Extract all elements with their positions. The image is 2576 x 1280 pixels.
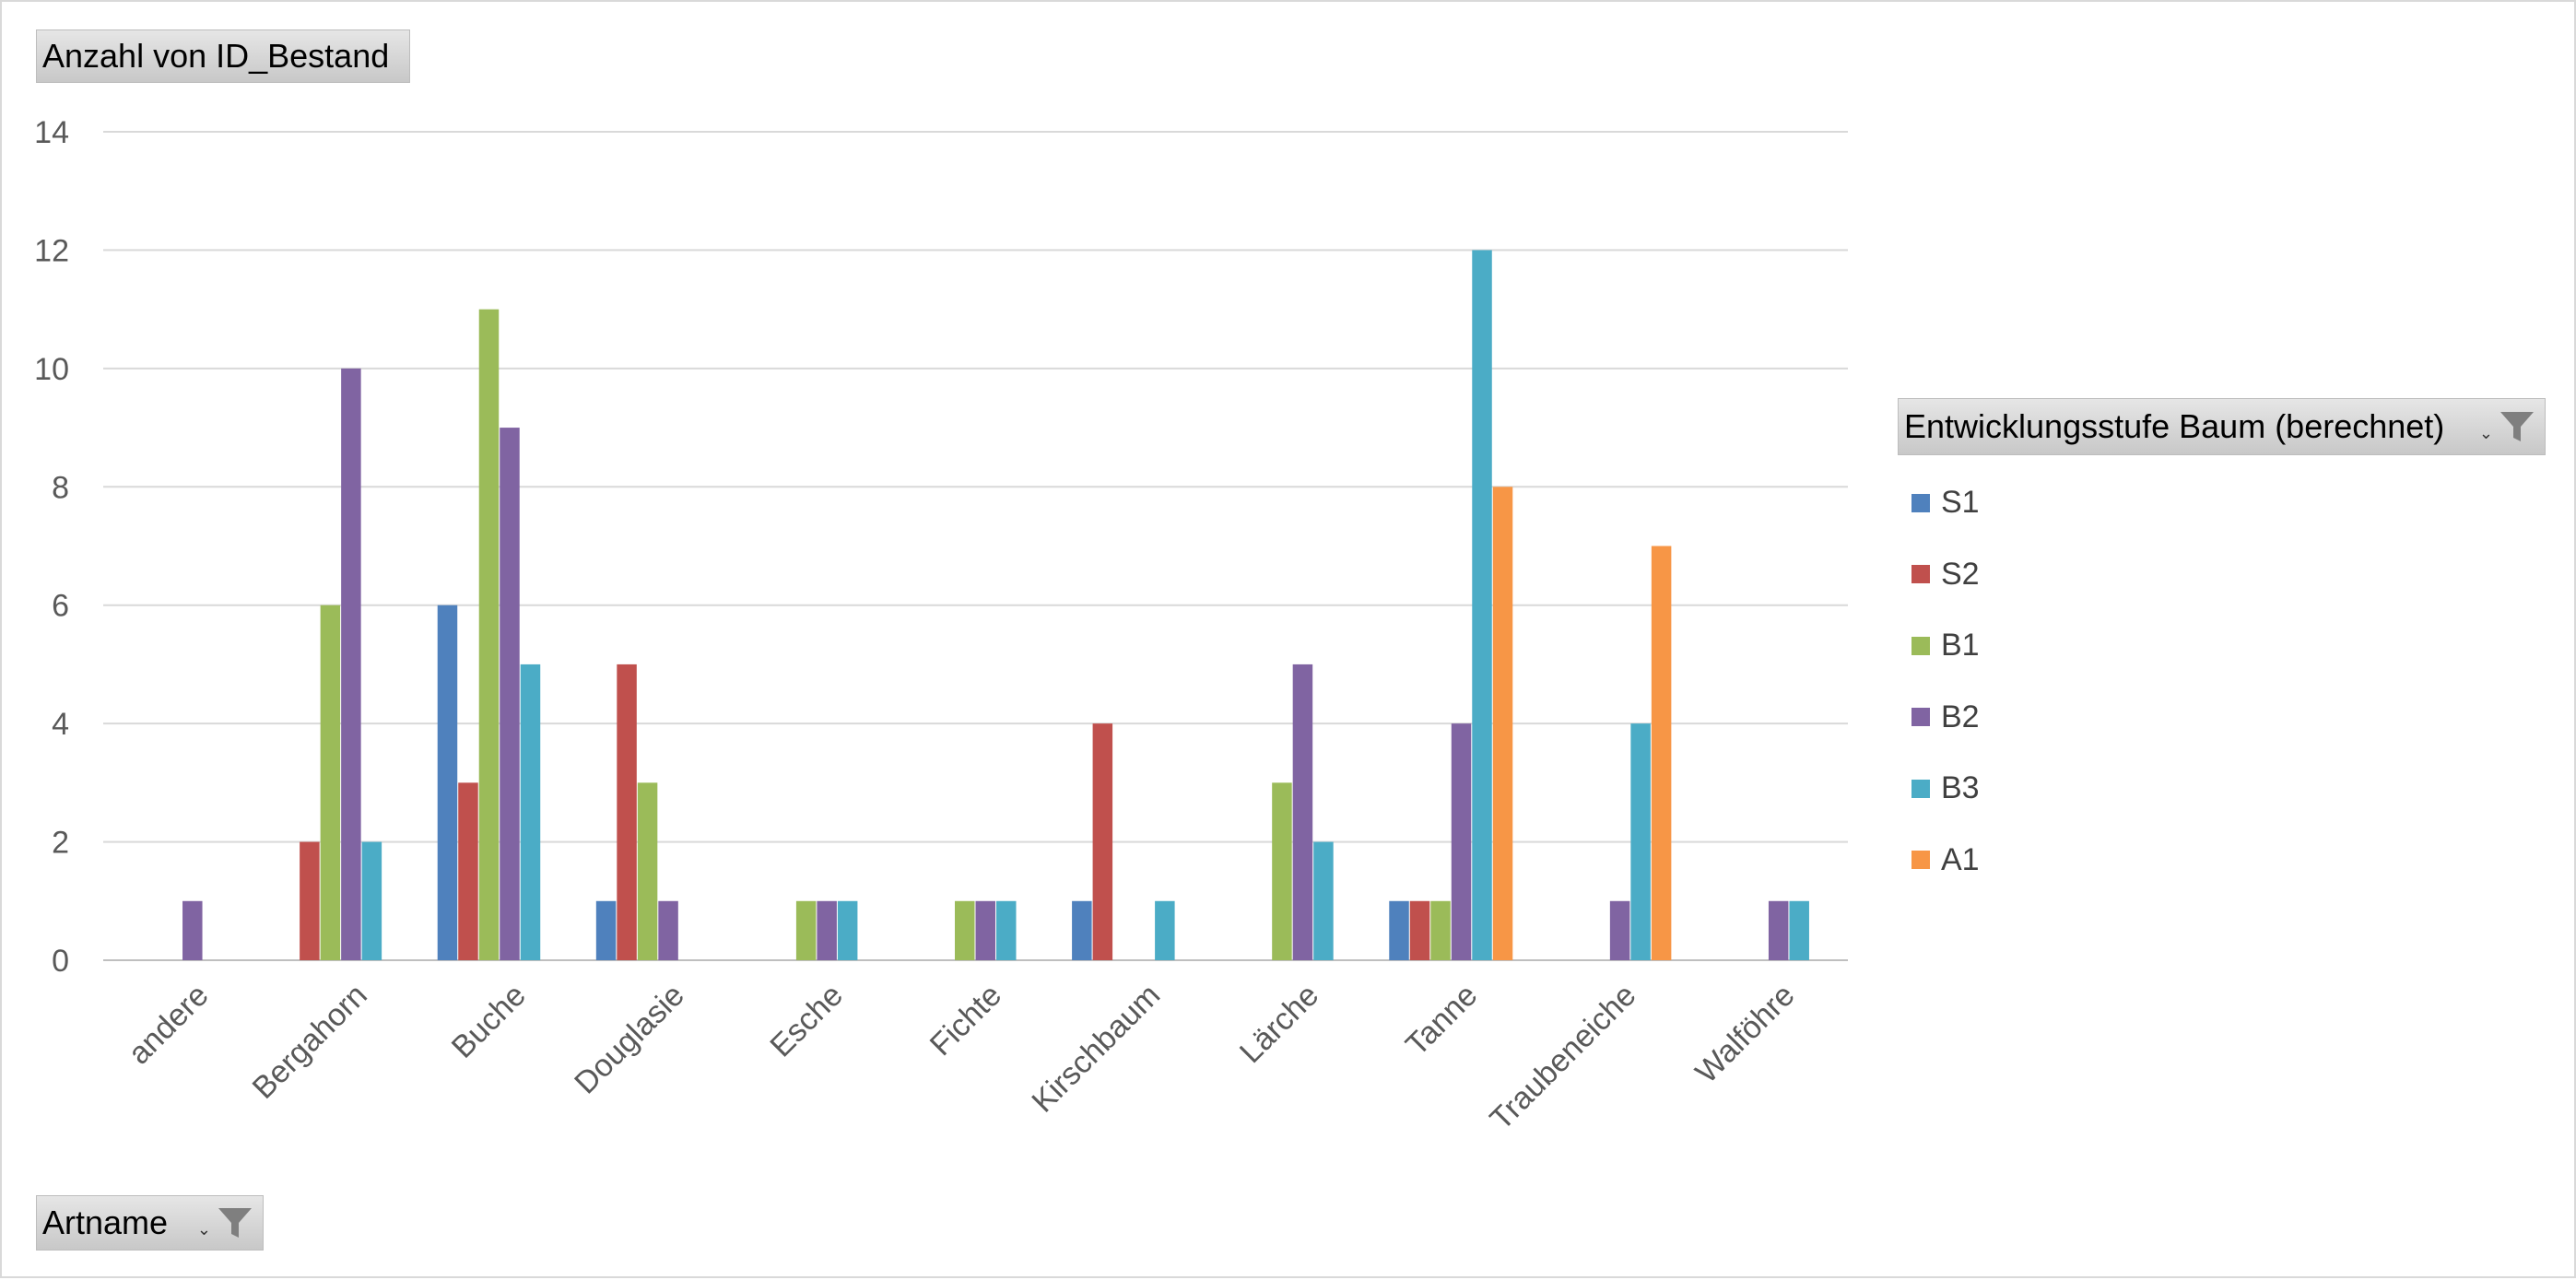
y-tick-label: 0 xyxy=(52,944,69,979)
bar-b1-lärche xyxy=(1272,782,1292,960)
bar-b1-fichte xyxy=(955,900,975,960)
x-tick-label: Fichte xyxy=(923,978,1008,1063)
bar-b2-walföhre xyxy=(1768,900,1789,960)
bar-b2-andere xyxy=(182,900,203,960)
legend-entry-s1: S1 xyxy=(1911,467,1980,539)
bar-s1-douglasie xyxy=(595,900,617,960)
gridlines xyxy=(103,131,1848,961)
bar-b1-tanne xyxy=(1430,900,1451,960)
chart-legend: S1 S2 B1 B2 B3 A1 xyxy=(1911,467,1980,896)
bar-s2-bergahorn xyxy=(300,841,320,960)
bar-s2-douglasie xyxy=(617,663,637,960)
axis-field-button[interactable]: Artname ⌄ xyxy=(36,1195,264,1251)
legend-label: B1 xyxy=(1941,628,1980,663)
values-field-label: Anzahl von ID_Bestand xyxy=(42,37,390,75)
x-tick-label: Kirschbaum xyxy=(1025,978,1167,1120)
y-tick-label: 14 xyxy=(34,115,69,150)
legend-swatch xyxy=(1911,636,1930,655)
y-tick-label: 10 xyxy=(34,352,69,387)
x-tick-label: Douglasie xyxy=(568,978,691,1101)
bar-b2-tanne xyxy=(1451,723,1472,960)
legend-label: S2 xyxy=(1941,556,1980,592)
bar-b2-lärche xyxy=(1292,663,1313,960)
bar-b1-esche xyxy=(795,900,817,960)
bar-b3-fichte xyxy=(996,900,1017,960)
legend-field-label: Entwicklungsstufe Baum (berechnet) xyxy=(1904,407,2445,445)
legend-label: B3 xyxy=(1941,770,1980,806)
filter-funnel-icon[interactable] xyxy=(2497,406,2537,447)
legend-label: S1 xyxy=(1941,485,1980,521)
legend-entry-a1: A1 xyxy=(1911,825,1980,897)
bar-a1-traubeneiche xyxy=(1651,546,1672,960)
x-tick-label: Traubeneiche xyxy=(1484,978,1643,1137)
bar-a1-tanne xyxy=(1492,487,1513,960)
bar-b2-esche xyxy=(817,900,837,960)
x-tick-label: Buche xyxy=(445,978,533,1065)
legend-swatch xyxy=(1911,565,1930,584)
y-tick-label: 2 xyxy=(52,826,69,861)
dropdown-arrow-icon[interactable]: ⌄ xyxy=(2478,423,2493,442)
legend-entry-b3: B3 xyxy=(1911,753,1980,825)
bar-b1-buche xyxy=(478,309,500,961)
bar-b2-bergahorn xyxy=(341,368,361,960)
y-tick-label: 6 xyxy=(52,589,69,624)
filter-funnel-icon[interactable] xyxy=(215,1203,255,1243)
bar-s1-buche xyxy=(437,605,458,960)
x-tick-label: Esche xyxy=(763,978,850,1064)
legend-swatch xyxy=(1911,493,1930,512)
bar-s2-buche xyxy=(458,782,478,960)
bar-b2-traubeneiche xyxy=(1609,900,1630,960)
legend-swatch xyxy=(1911,851,1930,870)
bar-s1-tanne xyxy=(1389,900,1409,960)
bar-b2-fichte xyxy=(975,900,995,960)
x-tick-label: Lärche xyxy=(1233,978,1325,1070)
bar-b1-douglasie xyxy=(637,782,658,960)
x-tick-label: Bergahorn xyxy=(246,978,374,1106)
bar-b3-kirschbaum xyxy=(1155,900,1175,960)
bar-b3-traubeneiche xyxy=(1630,723,1651,960)
x-axis-tick-labels: andere Bergahorn Buche Douglasie Esche Fichte… xyxy=(122,978,1802,1137)
legend-swatch xyxy=(1911,779,1930,798)
y-tick-label: 12 xyxy=(34,233,69,268)
bar-b2-douglasie xyxy=(658,900,678,960)
bars xyxy=(182,250,1809,961)
bar-b2-buche xyxy=(500,428,520,961)
bar-b3-tanne xyxy=(1472,250,1492,960)
y-axis-tick-labels: 0 2 4 6 8 10 12 14 xyxy=(34,115,69,979)
bar-s1-kirschbaum xyxy=(1072,900,1092,960)
bar-s2-tanne xyxy=(1409,900,1430,960)
legend-field-button[interactable]: Entwicklungsstufe Baum (berechnet) ⌄ xyxy=(1898,398,2546,455)
bar-b1-bergahorn xyxy=(320,605,341,960)
legend-entry-s2: S2 xyxy=(1911,539,1980,611)
bar-b3-buche xyxy=(520,663,541,960)
legend-label: A1 xyxy=(1941,841,1980,877)
legend-swatch xyxy=(1911,708,1930,727)
legend-entry-b1: B1 xyxy=(1911,610,1980,682)
bar-s2-kirschbaum xyxy=(1092,723,1113,960)
bar-b3-esche xyxy=(837,900,858,960)
x-tick-label: Walföhre xyxy=(1688,978,1801,1090)
values-field-button[interactable]: Anzahl von ID_Bestand xyxy=(36,29,410,83)
legend-label: B2 xyxy=(1941,699,1980,734)
y-tick-label: 8 xyxy=(52,470,69,505)
bar-b3-lärche xyxy=(1313,841,1334,960)
x-tick-label: Tanne xyxy=(1399,978,1484,1063)
legend-entry-b2: B2 xyxy=(1911,682,1980,754)
bar-b3-bergahorn xyxy=(361,841,382,960)
axis-field-label: Artname xyxy=(42,1204,169,1241)
bar-b3-walföhre xyxy=(1789,900,1809,960)
x-tick-label: andere xyxy=(122,978,216,1072)
dropdown-arrow-icon[interactable]: ⌄ xyxy=(196,1219,211,1239)
y-tick-label: 4 xyxy=(52,707,69,742)
